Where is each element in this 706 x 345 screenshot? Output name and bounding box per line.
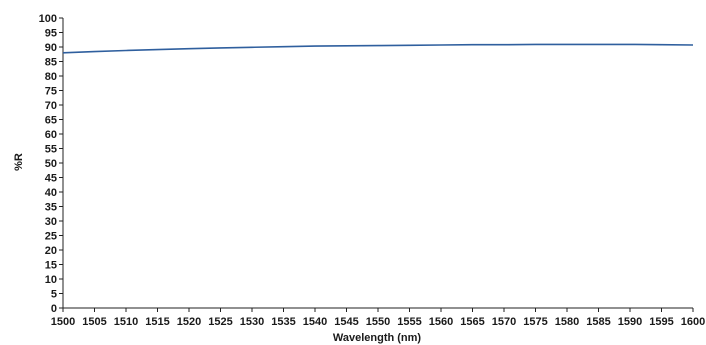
y-tick-label: 40 <box>45 187 57 199</box>
y-tick-label: 30 <box>45 216 57 228</box>
x-tick-label: 1530 <box>240 316 264 328</box>
y-tick-label: 45 <box>45 173 57 185</box>
x-tick-label: 1520 <box>177 316 201 328</box>
x-tick-label: 1565 <box>460 316 484 328</box>
plot-area: 0510152025303540455055606570758085909510… <box>39 13 706 328</box>
x-tick-label: 1535 <box>271 316 295 328</box>
x-tick-label: 1505 <box>82 316 106 328</box>
y-tick-label: 85 <box>45 57 57 69</box>
x-tick-label: 1575 <box>523 316 547 328</box>
y-tick-label: 50 <box>45 158 57 170</box>
x-tick-label: 1595 <box>649 316 673 328</box>
y-tick-label: 90 <box>45 42 57 54</box>
x-tick-label: 1545 <box>334 316 358 328</box>
x-tick-label: 1560 <box>429 316 453 328</box>
x-tick-label: 1500 <box>51 316 75 328</box>
y-tick-label: 35 <box>45 202 57 214</box>
y-tick-label: 55 <box>45 144 57 156</box>
x-tick-label: 1580 <box>555 316 579 328</box>
y-tick-label: 10 <box>45 274 57 286</box>
y-tick-label: 95 <box>45 28 57 40</box>
y-axis-title: %R <box>13 153 25 171</box>
x-tick-label: 1525 <box>208 316 232 328</box>
y-tick-label: 100 <box>39 13 57 25</box>
x-tick-label: 1600 <box>681 316 705 328</box>
y-tick-label: 0 <box>51 303 57 315</box>
x-tick-label: 1550 <box>366 316 390 328</box>
x-tick-label: 1585 <box>586 316 610 328</box>
x-tick-label: 1515 <box>145 316 169 328</box>
x-axis-title: Wavelength (nm) <box>333 332 422 344</box>
x-tick-label: 1570 <box>492 316 516 328</box>
y-tick-label: 70 <box>45 100 57 112</box>
x-tick-label: 1510 <box>114 316 138 328</box>
y-tick-label: 80 <box>45 71 57 83</box>
x-tick-label: 1590 <box>618 316 642 328</box>
y-tick-label: 25 <box>45 231 57 243</box>
x-tick-label: 1540 <box>303 316 327 328</box>
y-tick-label: 20 <box>45 245 57 257</box>
y-tick-label: 5 <box>51 289 57 301</box>
y-tick-label: 15 <box>45 260 57 272</box>
series-line <box>62 43 694 54</box>
y-tick-label: 75 <box>45 86 57 98</box>
y-tick-label: 65 <box>45 115 57 127</box>
x-tick-label: 1555 <box>397 316 421 328</box>
y-tick-label: 60 <box>45 129 57 141</box>
